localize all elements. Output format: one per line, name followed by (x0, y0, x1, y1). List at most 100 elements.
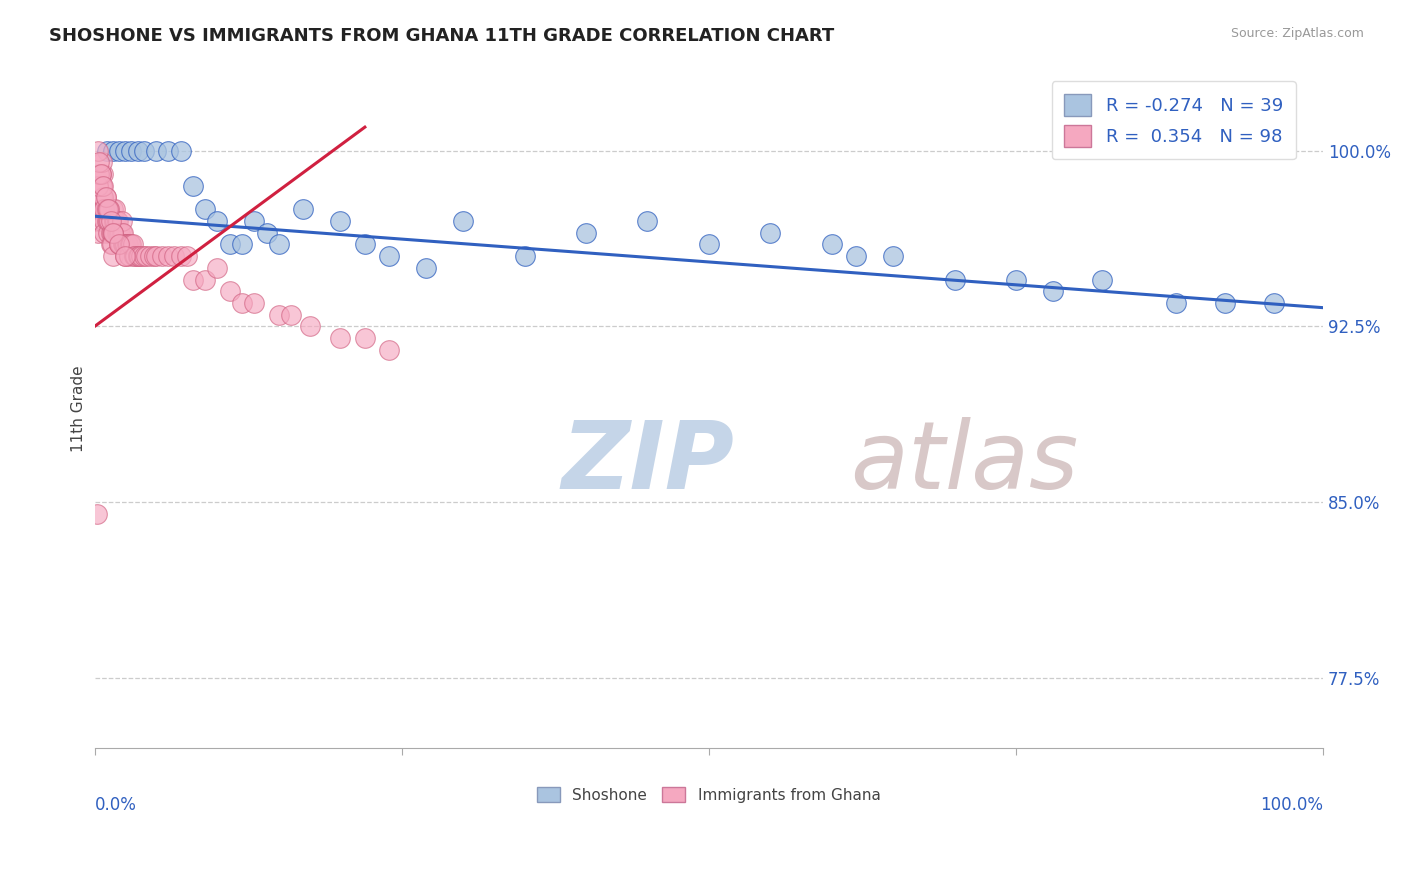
Point (1042, 285, 1064, 299)
Point (108, 237, 131, 252)
Point (91, 202, 114, 217)
Point (101, 202, 124, 217)
Point (267, 237, 290, 252)
Point (231, 237, 253, 252)
Point (132, 249, 155, 263)
Point (120, 237, 142, 252)
Point (87, 226, 110, 240)
Point (108, 144, 131, 158)
Point (218, 237, 240, 252)
Point (697, 237, 720, 252)
Text: Source: ZipAtlas.com: Source: ZipAtlas.com (1230, 27, 1364, 40)
Point (207, 214, 229, 228)
Text: 100.0%: 100.0% (1260, 796, 1323, 814)
Point (114, 249, 136, 263)
Point (129, 249, 152, 263)
Point (115, 237, 138, 252)
Point (176, 249, 198, 263)
Point (100, 237, 122, 252)
Point (1213, 296, 1236, 310)
Point (91, 190, 114, 204)
Point (513, 249, 536, 263)
Point (93, 226, 115, 240)
Point (101, 249, 124, 263)
Point (132, 144, 155, 158)
Point (292, 202, 315, 217)
Point (105, 214, 128, 228)
Point (101, 226, 124, 240)
Point (135, 249, 157, 263)
Point (91, 155, 114, 169)
Point (117, 237, 139, 252)
Point (256, 226, 278, 240)
Point (145, 144, 167, 158)
Point (120, 144, 142, 158)
Point (181, 272, 204, 286)
Point (145, 249, 167, 263)
Point (103, 226, 125, 240)
Point (169, 249, 191, 263)
Point (636, 214, 658, 228)
Point (194, 202, 217, 217)
Point (103, 214, 125, 228)
Point (94, 190, 117, 204)
Point (93, 202, 115, 217)
Point (107, 214, 129, 228)
Point (575, 226, 598, 240)
Point (267, 308, 290, 322)
Point (107, 226, 129, 240)
Point (1091, 272, 1114, 286)
Point (451, 214, 474, 228)
Point (157, 249, 180, 263)
Point (114, 237, 136, 252)
Point (243, 214, 266, 228)
Point (86, 507, 108, 521)
Point (97, 214, 120, 228)
Y-axis label: 11th Grade: 11th Grade (72, 365, 86, 452)
Point (231, 296, 253, 310)
Point (86, 214, 108, 228)
Point (298, 319, 321, 334)
Point (90, 167, 112, 181)
Text: atlas: atlas (851, 417, 1078, 508)
Point (127, 144, 149, 158)
Point (110, 214, 132, 228)
Point (100, 226, 122, 240)
Point (97, 226, 120, 240)
Point (280, 308, 302, 322)
Text: ZIP: ZIP (561, 417, 734, 509)
Point (100, 226, 122, 240)
Point (91, 178, 114, 193)
Point (114, 249, 136, 263)
Point (127, 249, 149, 263)
Point (98, 202, 121, 217)
Point (243, 296, 266, 310)
Point (108, 226, 131, 240)
Point (157, 144, 180, 158)
Point (90, 202, 112, 217)
Point (100, 237, 122, 252)
Legend: Shoshone, Immigrants from Ghana: Shoshone, Immigrants from Ghana (531, 780, 887, 809)
Point (94, 202, 117, 217)
Point (110, 226, 132, 240)
Point (128, 249, 150, 263)
Point (882, 249, 904, 263)
Point (163, 249, 186, 263)
Point (354, 331, 377, 345)
Point (104, 214, 127, 228)
Point (415, 260, 437, 275)
Point (96, 202, 118, 217)
Point (1005, 272, 1028, 286)
Point (139, 249, 162, 263)
Point (100, 214, 122, 228)
Point (104, 202, 127, 217)
Point (93, 214, 115, 228)
Point (91, 178, 114, 193)
Point (759, 226, 782, 240)
Point (120, 237, 142, 252)
Point (90, 214, 112, 228)
Point (91, 167, 114, 181)
Point (110, 237, 132, 252)
Point (98, 214, 121, 228)
Point (110, 226, 132, 240)
